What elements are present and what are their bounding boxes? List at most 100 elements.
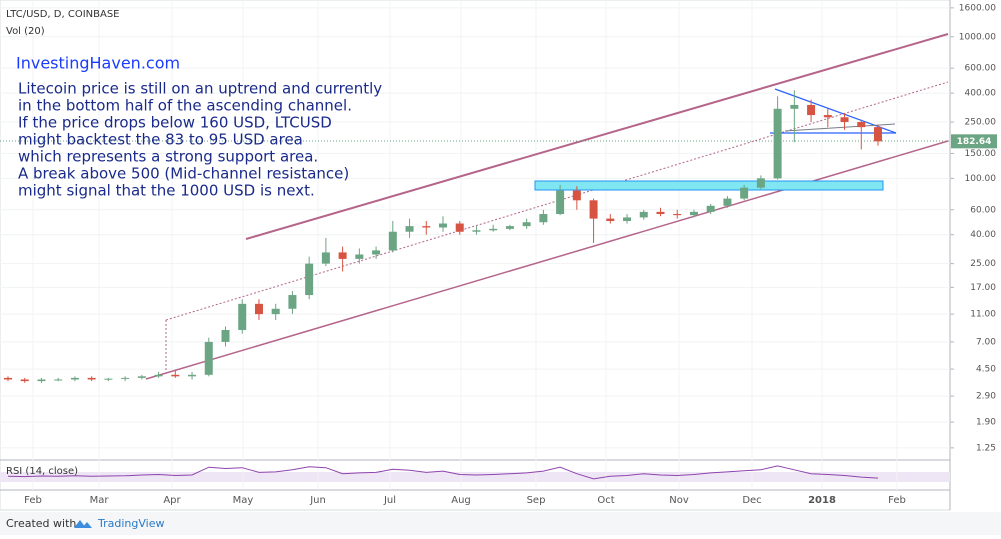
candle-body xyxy=(37,379,46,382)
candle-body xyxy=(388,231,397,251)
note-line: If the price drops below 160 USD, LTCUSD xyxy=(18,114,332,132)
grid xyxy=(0,0,950,490)
candle-body xyxy=(137,376,146,378)
candle-body xyxy=(706,205,715,212)
rsi-band xyxy=(0,472,950,482)
candle-body xyxy=(807,104,816,116)
candle-body xyxy=(740,187,749,199)
candle-body xyxy=(305,263,314,296)
last-price-label: 182.64 xyxy=(957,137,992,147)
y-tick-label: 1600.00 xyxy=(959,3,996,13)
footer-created: Created with xyxy=(6,517,76,530)
candle-body xyxy=(756,178,765,188)
y-tick-label: 250.00 xyxy=(965,118,997,128)
candle-body xyxy=(70,377,79,380)
channel-upper xyxy=(245,33,949,240)
candle-body xyxy=(171,374,180,377)
candle-body xyxy=(874,127,882,142)
candle-body xyxy=(87,377,96,380)
candle-body xyxy=(154,374,163,377)
candle-body xyxy=(639,211,648,218)
brand: InvestingHaven.com xyxy=(16,54,180,73)
note-line: A break above 500 (Mid-channel resistanc… xyxy=(18,165,349,183)
x-tick-label: 2018 xyxy=(808,495,836,506)
x-tick-label: Feb xyxy=(888,495,906,506)
note-line: Litecoin price is still on an uptrend an… xyxy=(18,80,382,98)
rsi-title: RSI (14, close) xyxy=(6,466,78,477)
x-tick-label: Sep xyxy=(527,495,546,506)
candle-body xyxy=(773,108,782,179)
candle-body xyxy=(623,217,632,221)
candle-body xyxy=(572,190,581,201)
x-tick-label: Feb xyxy=(24,495,42,506)
y-tick-label: 150.00 xyxy=(965,149,997,159)
y-tick-label: 1000.00 xyxy=(959,32,996,42)
y-tick-label: 25.00 xyxy=(970,259,996,269)
candle-body xyxy=(372,250,381,255)
candle-body xyxy=(723,198,732,206)
chart-title: LTC/USD, D, COINBASE xyxy=(6,9,120,20)
candle-body xyxy=(606,218,615,221)
x-tick-label: Apr xyxy=(163,495,181,506)
y-tick-label: 400.00 xyxy=(965,89,997,99)
candle-body xyxy=(288,295,297,309)
candle-body xyxy=(589,200,598,219)
axes: 1.25 1.90 2.90 4.50 7.00 11.00 17.00 25.00 40.00… xyxy=(24,3,997,506)
y-tick-label: 4.50 xyxy=(976,365,996,375)
note-line: might signal that the 1000 USD is next. xyxy=(18,182,315,200)
candle-body xyxy=(823,115,832,118)
candle-body xyxy=(840,117,849,123)
logo-icon xyxy=(74,520,92,528)
x-tick-label: Aug xyxy=(451,495,471,506)
last-price-box xyxy=(951,134,997,149)
candle-body xyxy=(790,104,799,109)
candle-body xyxy=(439,223,447,228)
plot-frame xyxy=(0,0,951,511)
candle-body xyxy=(505,226,514,229)
candle-body xyxy=(4,377,12,380)
candle-body xyxy=(556,190,565,215)
support-zone xyxy=(534,180,884,191)
candle-body xyxy=(121,377,130,379)
candle-body xyxy=(321,252,330,264)
candle-body xyxy=(539,214,548,223)
candle-body xyxy=(271,308,280,315)
rsi-pane xyxy=(7,465,879,480)
candle-body xyxy=(188,374,197,377)
candle-body xyxy=(522,222,531,227)
y-tick-label: 60.00 xyxy=(970,205,996,215)
y-tick-label: 1.25 xyxy=(976,443,996,453)
x-tick-label: Nov xyxy=(669,495,689,506)
candle-body xyxy=(20,379,29,382)
note-line: in the bottom half of the ascending chan… xyxy=(18,97,352,115)
candle-body xyxy=(857,122,866,128)
candle-body xyxy=(355,254,364,259)
candle-body xyxy=(221,329,230,342)
y-tick-label: 1.90 xyxy=(976,418,996,428)
annotation: Litecoin price is still on an uptrend an… xyxy=(18,80,382,200)
candles xyxy=(4,90,882,383)
candle-body xyxy=(689,211,698,216)
candle-body xyxy=(422,226,431,228)
candle-body xyxy=(204,341,213,375)
candle-body xyxy=(673,214,682,216)
x-tick-label: Mar xyxy=(90,495,110,506)
chart-subtitle: Vol (20) xyxy=(6,26,45,37)
y-tick-label: 17.00 xyxy=(970,283,996,293)
rsi-line xyxy=(7,465,879,480)
footer-logo: TradingView xyxy=(97,517,164,530)
candle-body xyxy=(338,252,347,259)
y-tick-label: 2.90 xyxy=(976,392,996,402)
candle-body xyxy=(254,303,263,315)
candle-body xyxy=(54,379,63,381)
note-line: which represents a strong support area. xyxy=(18,148,318,166)
y-tick-label: 600.00 xyxy=(965,64,997,74)
y-tick-label: 40.00 xyxy=(970,230,996,240)
candle-body xyxy=(104,378,113,380)
trend-line xyxy=(784,123,896,132)
x-tick-label: May xyxy=(233,495,254,506)
candle-body xyxy=(405,226,414,232)
candle-body xyxy=(489,228,498,231)
footer xyxy=(0,512,1001,535)
